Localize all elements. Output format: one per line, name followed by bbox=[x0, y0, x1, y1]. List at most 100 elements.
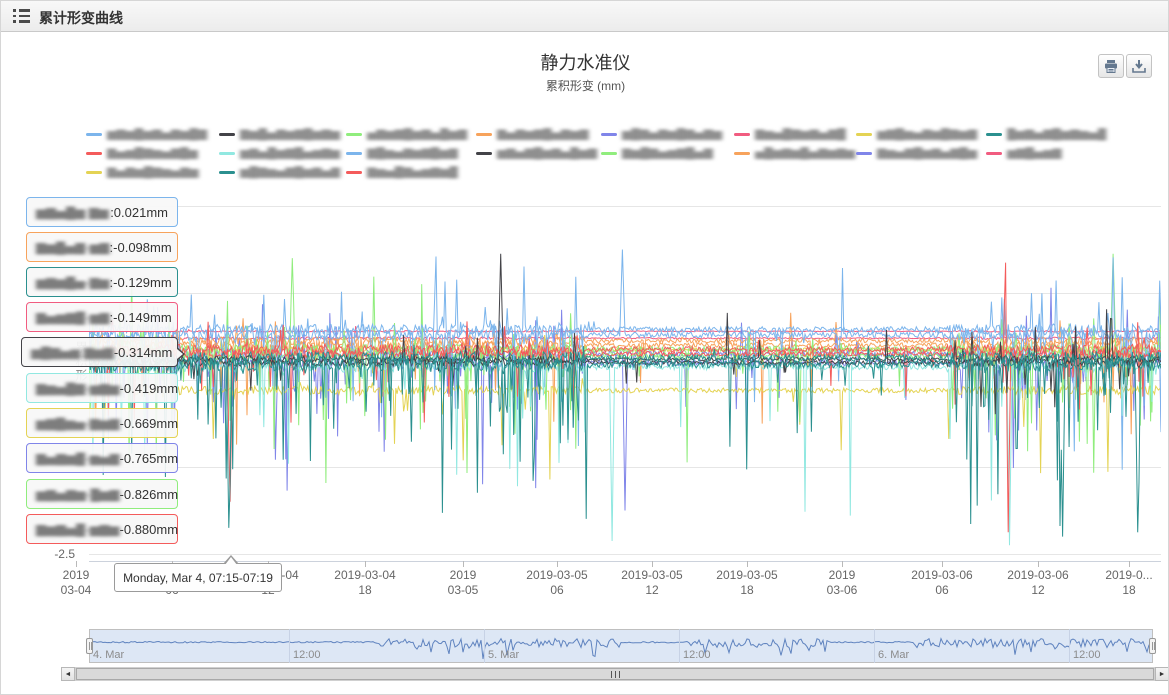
legend-series-label-redacted: ▇▅▇▆█▇▆▅▇▆ bbox=[107, 167, 199, 177]
scroll-left-arrow-icon[interactable]: ◄ bbox=[61, 667, 75, 681]
tooltip-box: ▇▅▇▆█-▆▅▇-0.765mm bbox=[26, 443, 178, 473]
navigator-gridline bbox=[484, 629, 485, 663]
y-axis-label: -2.5 bbox=[31, 547, 75, 561]
x-axis-label-line1: 2019 bbox=[418, 568, 508, 583]
navigator-series bbox=[89, 629, 1153, 663]
x-axis-tick bbox=[365, 561, 366, 567]
x-axis-label: 201903-04 bbox=[31, 568, 121, 598]
series-line bbox=[89, 377, 1161, 480]
tooltip-box: ▆▇▆█▅-▇▆:-0.129mm bbox=[26, 267, 178, 297]
x-axis-label: 2019-03-0506 bbox=[512, 568, 602, 598]
navigator-axis-label: 12:00 bbox=[683, 649, 711, 661]
tooltip-series-name-redacted: ▇▆▅█▇-▆▇▆ bbox=[36, 382, 120, 393]
x-axis-tick bbox=[463, 561, 464, 567]
legend-series-label-redacted: ▆▇▅▇█▆▇▅█▆▇ bbox=[497, 148, 597, 158]
tooltip-series-name-redacted: ▇▅▇▆█-▆▅▇ bbox=[36, 452, 120, 463]
navigator-handle-right[interactable] bbox=[1149, 638, 1156, 654]
legend-series-label-redacted: ▇▆█▇▅▆▇█▅▇ bbox=[622, 148, 713, 158]
x-axis-label: 2019-03-0418 bbox=[320, 568, 410, 598]
legend-series-dash bbox=[86, 133, 102, 136]
plot-area[interactable] bbox=[89, 206, 1161, 561]
legend-series-dash bbox=[219, 133, 235, 136]
tooltip-box: ▇▆▇▅█-▆▇▆-0.880mm bbox=[26, 514, 178, 544]
legend-series-label-redacted: ▅▇▆▇█▆▇▅█▆▇ bbox=[367, 129, 467, 139]
page: 累计形变曲线 静力水准仪 累积形变 (mm) ▆▇▆█▆▇▅▇▆█▇▇▆█▅▇▆… bbox=[0, 0, 1169, 695]
tooltip-callout-arrow-fill bbox=[177, 349, 183, 359]
legend-item[interactable]: ▇▆█▇▅▆▇█▅▇ bbox=[601, 146, 713, 160]
tooltip-series-name-redacted: ▆█▇▅▆.▇▆▇ bbox=[31, 346, 114, 357]
x-axis-label: 2019-03-0518 bbox=[702, 568, 792, 598]
tooltip-box: ▇▆▅█▇-▆▇▆-0.419mm bbox=[26, 373, 178, 403]
scroll-right-arrow-icon[interactable]: ► bbox=[1155, 667, 1169, 681]
x-axis-label: 201903-06 bbox=[797, 568, 887, 598]
legend-item[interactable]: ▇▅▆█▇▆▅▇█▆ bbox=[86, 146, 198, 160]
tooltip-series-name-redacted: ▆▇▅▇▆-█▆▇ bbox=[36, 488, 120, 499]
x-axis-label-line1: 2019-03-06 bbox=[897, 568, 987, 583]
legend-item[interactable]: ▆▇▅▇█▆▇▅█▆▇ bbox=[476, 146, 597, 160]
legend-item[interactable]: ▆▇▅█▆▇█▅▆▇▆ bbox=[219, 146, 340, 160]
tooltip-series-name-redacted: ▇▆▇▅█-▆▇▆ bbox=[36, 523, 120, 534]
legend-series-dash bbox=[601, 133, 617, 136]
legend-series-label-redacted: ▇▆█▅▇▆▇█▆▇▆ bbox=[240, 129, 340, 139]
legend-item[interactable]: ▆▇█▅▆▇ bbox=[986, 146, 1062, 160]
x-axis-label: 2019-03-0512 bbox=[607, 568, 697, 598]
tooltip-series-value: -0.419mm bbox=[120, 381, 179, 396]
legend-item[interactable]: ▆█▇▅▇▆█▇▅▇▆ bbox=[601, 127, 722, 141]
tooltip-series-value: -0.669mm bbox=[120, 416, 179, 431]
scrollbar-grip-icon bbox=[611, 671, 621, 678]
legend-item[interactable]: █▆▇▅▇█▆▇▆▅█ bbox=[986, 127, 1106, 141]
legend-series-dash bbox=[986, 133, 1002, 136]
chart-subtitle: 累积形变 (mm) bbox=[1, 77, 1169, 94]
scrollbar-thumb[interactable] bbox=[76, 668, 1154, 680]
printer-icon bbox=[1104, 60, 1118, 73]
navigator-gridline bbox=[1069, 629, 1070, 663]
x-axis-tick bbox=[1038, 561, 1039, 567]
x-axis-tick bbox=[652, 561, 653, 567]
tooltip-box: ▇▆█▅▇-▆▇:-0.098mm bbox=[26, 232, 178, 262]
tooltip-series-value: :-0.149mm bbox=[110, 310, 172, 325]
legend-series-dash bbox=[734, 133, 750, 136]
x-axis-label-line2: 03-04 bbox=[31, 583, 121, 598]
legend-item[interactable]: ▆▇█▆▅▇▆█▇▆▇ bbox=[856, 127, 977, 141]
tooltip-series-value: :-0.129mm bbox=[110, 275, 172, 290]
x-axis-tick bbox=[557, 561, 558, 567]
x-axis-tick bbox=[76, 561, 77, 567]
legend-item[interactable]: ▇▆▅█▇▆▇▅▇█ bbox=[734, 127, 846, 141]
navigator-axis-label: 12:00 bbox=[293, 649, 321, 661]
legend-series-label-redacted: ▅█▆▇▆█▅▇▆▇▆ bbox=[755, 148, 855, 158]
x-axis-label-line1: 2019 bbox=[31, 568, 121, 583]
tooltip-date-text: Monday, Mar 4, 07:15-07:19 bbox=[123, 571, 273, 585]
legend-item[interactable]: ▅▇▆▇█▆▇▅█▆▇ bbox=[346, 127, 467, 141]
x-axis-tick bbox=[942, 561, 943, 567]
tooltip-series-name-redacted: ▇▅▆▇█-▆▇ bbox=[36, 311, 110, 322]
tooltip-box: ▆▇█▆▅-▇▆▇-0.669mm bbox=[26, 408, 178, 438]
tooltip-box: ▆▇▅▇▆-█▆▇-0.826mm bbox=[26, 479, 178, 509]
tooltip-series-name-redacted: ▆▇▅█▆ ▇▆ bbox=[36, 206, 109, 217]
legend-series-label-redacted: ▇▅▆█▇▆▅▇█▆ bbox=[107, 148, 198, 158]
legend-item[interactable]: ▇▆▅▇█▆▇▅▇█▆ bbox=[856, 146, 977, 160]
x-axis-label: 201903-05 bbox=[418, 568, 508, 598]
tooltip-box: ▆█▇▅▆.▇▆▇-0.314mm bbox=[21, 337, 178, 367]
tooltip-date-box: Monday, Mar 4, 07:15-07:19 bbox=[114, 563, 282, 592]
legend-item[interactable]: ▇▆█▅▇▆▇█▆▇▆ bbox=[219, 127, 340, 141]
legend-series-label-redacted: ▆▇█▅▆▇ bbox=[1007, 148, 1062, 158]
legend-item[interactable]: ▆█▇▆▅▇█▆▇▅▇ bbox=[219, 165, 340, 179]
legend-item[interactable]: ▆▇▆█▆▇▅▇▆█▇ bbox=[86, 127, 207, 141]
legend-series-dash bbox=[86, 152, 102, 155]
legend-item[interactable]: ▇█▆▅▇▆▇█▆▇ bbox=[346, 146, 458, 160]
legend-series-dash bbox=[601, 152, 617, 155]
legend-series-dash bbox=[219, 171, 235, 174]
tooltip-series-value: -0.880mm bbox=[120, 522, 179, 537]
navigator-handle-left[interactable] bbox=[86, 638, 93, 654]
legend-item[interactable]: ▇▅▇▆▇█▅▇▆▇ bbox=[476, 127, 589, 141]
legend-item[interactable]: ▅█▆▇▆█▅▇▆▇▆ bbox=[734, 146, 855, 160]
navigator-gridline bbox=[679, 629, 680, 663]
x-axis-label-line1: 2019-03-05 bbox=[702, 568, 792, 583]
legend-item[interactable]: ▇▅▇▆█▇▆▅▇▆ bbox=[86, 165, 199, 179]
legend-item[interactable]: ▇▆▅█▇▅▆▇▆█ bbox=[346, 165, 458, 179]
print-chart-button[interactable] bbox=[1098, 54, 1124, 78]
page-title: 累计形变曲线 bbox=[39, 8, 123, 28]
x-axis-label: 2019-0...18 bbox=[1084, 568, 1169, 598]
download-chart-button[interactable] bbox=[1126, 54, 1152, 78]
navigator-axis-label: 6. Mar bbox=[878, 649, 909, 661]
